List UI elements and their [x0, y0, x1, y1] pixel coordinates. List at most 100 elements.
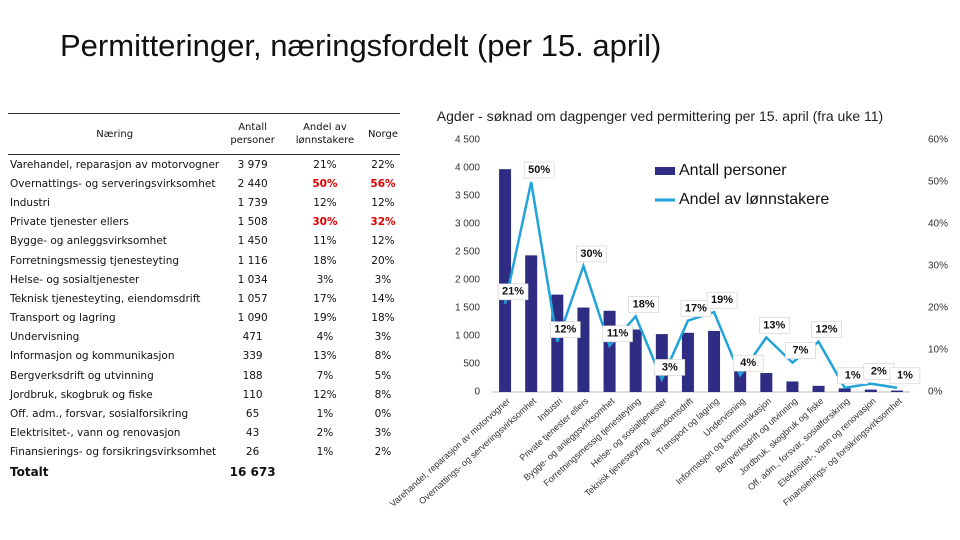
table-row: Undervisning 471 4% 3%: [8, 328, 400, 347]
data-label-box: [576, 245, 607, 263]
table-row: Industri 1 739 12% 12%: [8, 193, 400, 212]
data-label-group: 30%: [576, 245, 607, 263]
table-cell: Overnattings- og serveringsvirksomhet: [10, 177, 216, 190]
table-cell: Undervisning: [10, 331, 80, 344]
table-cell: 3%: [374, 427, 392, 440]
table-cell: Informasjon og kommunikasjon: [10, 350, 175, 363]
table-row: Varehandel, reparasjon av motorvogner 3 9…: [8, 155, 400, 175]
header-cell: Antall personer: [221, 113, 284, 155]
data-label-box: [680, 300, 712, 317]
data-label: 3%: [662, 361, 678, 373]
data-label-box: [785, 342, 816, 359]
data-label: 50%: [528, 164, 550, 176]
table-cell: 1%: [316, 446, 334, 459]
table-cell: 1 034: [237, 273, 268, 286]
table-cell: 22%: [371, 158, 395, 171]
y2-tick-label: 50%: [928, 177, 948, 188]
table-cell: 1%: [316, 408, 334, 421]
table-cell: Off. adm., forsvar, sosialforsikring: [10, 408, 189, 421]
header-cell: Næring: [8, 113, 222, 155]
data-label: 18%: [633, 298, 655, 310]
table-cell: 0%: [374, 408, 392, 421]
table-cell: 12%: [313, 196, 337, 209]
data-label: 21%: [502, 286, 524, 298]
bar: [812, 385, 825, 392]
table-cell: Finansierings- og forsikringsvirksomhet: [10, 446, 217, 459]
table-row: Transport og lagring 1 090 19% 18%: [8, 309, 400, 328]
table-cell: 20%: [371, 254, 395, 267]
table-cell: Private tjenester ellers: [10, 216, 129, 229]
bar: [603, 310, 616, 392]
data-label: 7%: [792, 345, 808, 357]
total-row: Totalt 16 673: [8, 462, 400, 481]
table-cell: 339: [242, 350, 263, 363]
data-label-group: 50%: [523, 161, 555, 179]
data-label-box: [811, 321, 842, 338]
data-label-group: 12%: [811, 321, 842, 338]
table-cell: Bygge- og anleggsvirksomhet: [10, 235, 167, 248]
data-label-box: [706, 291, 738, 309]
bar: [681, 332, 694, 392]
data-label-group: 17%: [680, 300, 712, 317]
data-label: 30%: [580, 248, 602, 260]
data-label-group: 13%: [759, 317, 790, 334]
table-row: Finansierings- og forsikringsvirksomhet 2…: [8, 443, 400, 462]
y2-tick-label: 0%: [928, 387, 943, 398]
table-cell: 110: [242, 388, 263, 401]
y-tick-label: 4 000: [455, 163, 480, 174]
y-tick-label: 2 500: [455, 247, 480, 258]
data-label: 19%: [711, 294, 733, 306]
data-label-box: [889, 367, 921, 385]
table-cell: 1 739: [237, 196, 268, 209]
table-cell: 19%: [313, 312, 337, 325]
table-cell: 3%: [374, 331, 392, 344]
data-label: 11%: [607, 328, 629, 340]
table-cell: Elektrisitet-, vann og renovasjon: [10, 427, 181, 440]
bar: [499, 169, 512, 392]
bar: [760, 373, 773, 392]
table-cell: Transport og lagring: [10, 312, 116, 325]
table-cell: 2 440: [237, 177, 268, 190]
table-cell: 18%: [371, 312, 395, 325]
table-cell: 56%: [370, 177, 396, 190]
table-cell: 3 979: [237, 158, 268, 171]
table-row: Forretningsmessig tjenesteyting 1 116 18% 2…: [8, 251, 400, 270]
y2-tick-label: 10%: [928, 345, 948, 356]
total-value: 16 673: [229, 464, 276, 479]
table-cell: 1 090: [237, 312, 268, 325]
x-tick-label: Overnattings- og serveringsvirksomhet: [417, 395, 539, 506]
table-cell: 65: [245, 408, 260, 421]
table-cell: 8%: [374, 350, 392, 363]
table: Næring Antall personer Andel av lønnstaker…: [8, 113, 400, 481]
x-tick-label: Varehandel, reparasjon av motorvogner: [388, 396, 512, 509]
bar: [577, 307, 590, 392]
table-row: Off. adm., forsvar, sosialforsikring 65 1%…: [8, 404, 400, 423]
y-tick-label: 3 500: [455, 191, 480, 202]
y-tick-label: 1 500: [455, 303, 480, 314]
table-cell: 13%: [313, 350, 337, 363]
data-label-group: 12%: [550, 321, 581, 338]
table-row: Elektrisitet-, vann og renovasjon 43 2% 3%: [8, 424, 400, 443]
data-label-box: [628, 296, 659, 313]
legend-label: Antall personer: [679, 162, 787, 179]
table-row: Jordbruk, skogbruk og fiske 110 12% 8%: [8, 385, 400, 404]
bar: [838, 388, 851, 392]
table-cell: Bergverksdrift og utvinning: [10, 369, 154, 382]
data-label-group: 1%: [837, 367, 868, 385]
table-cell: 1 450: [237, 235, 268, 248]
table-row: Private tjenester ellers 1 508 30% 32%: [8, 213, 400, 232]
legend-label: Andel av lønnstakere: [679, 191, 829, 208]
table-cell: Varehandel, reparasjon av motorvogner: [10, 158, 220, 171]
table-cell: 18%: [313, 254, 337, 267]
table-cell: Teknisk tjenesteyting, eiendomsdrift: [10, 292, 201, 305]
table-cell: 12%: [371, 196, 395, 209]
data-label-group: 18%: [628, 296, 659, 313]
y2-tick-label: 40%: [928, 219, 948, 230]
table-cell: 471: [242, 331, 263, 344]
data-label-box: [654, 359, 686, 376]
table-cell: 1 116: [237, 254, 268, 267]
table-cell: 12%: [371, 235, 395, 248]
bar: [890, 390, 903, 392]
data-label-box: [497, 283, 529, 301]
